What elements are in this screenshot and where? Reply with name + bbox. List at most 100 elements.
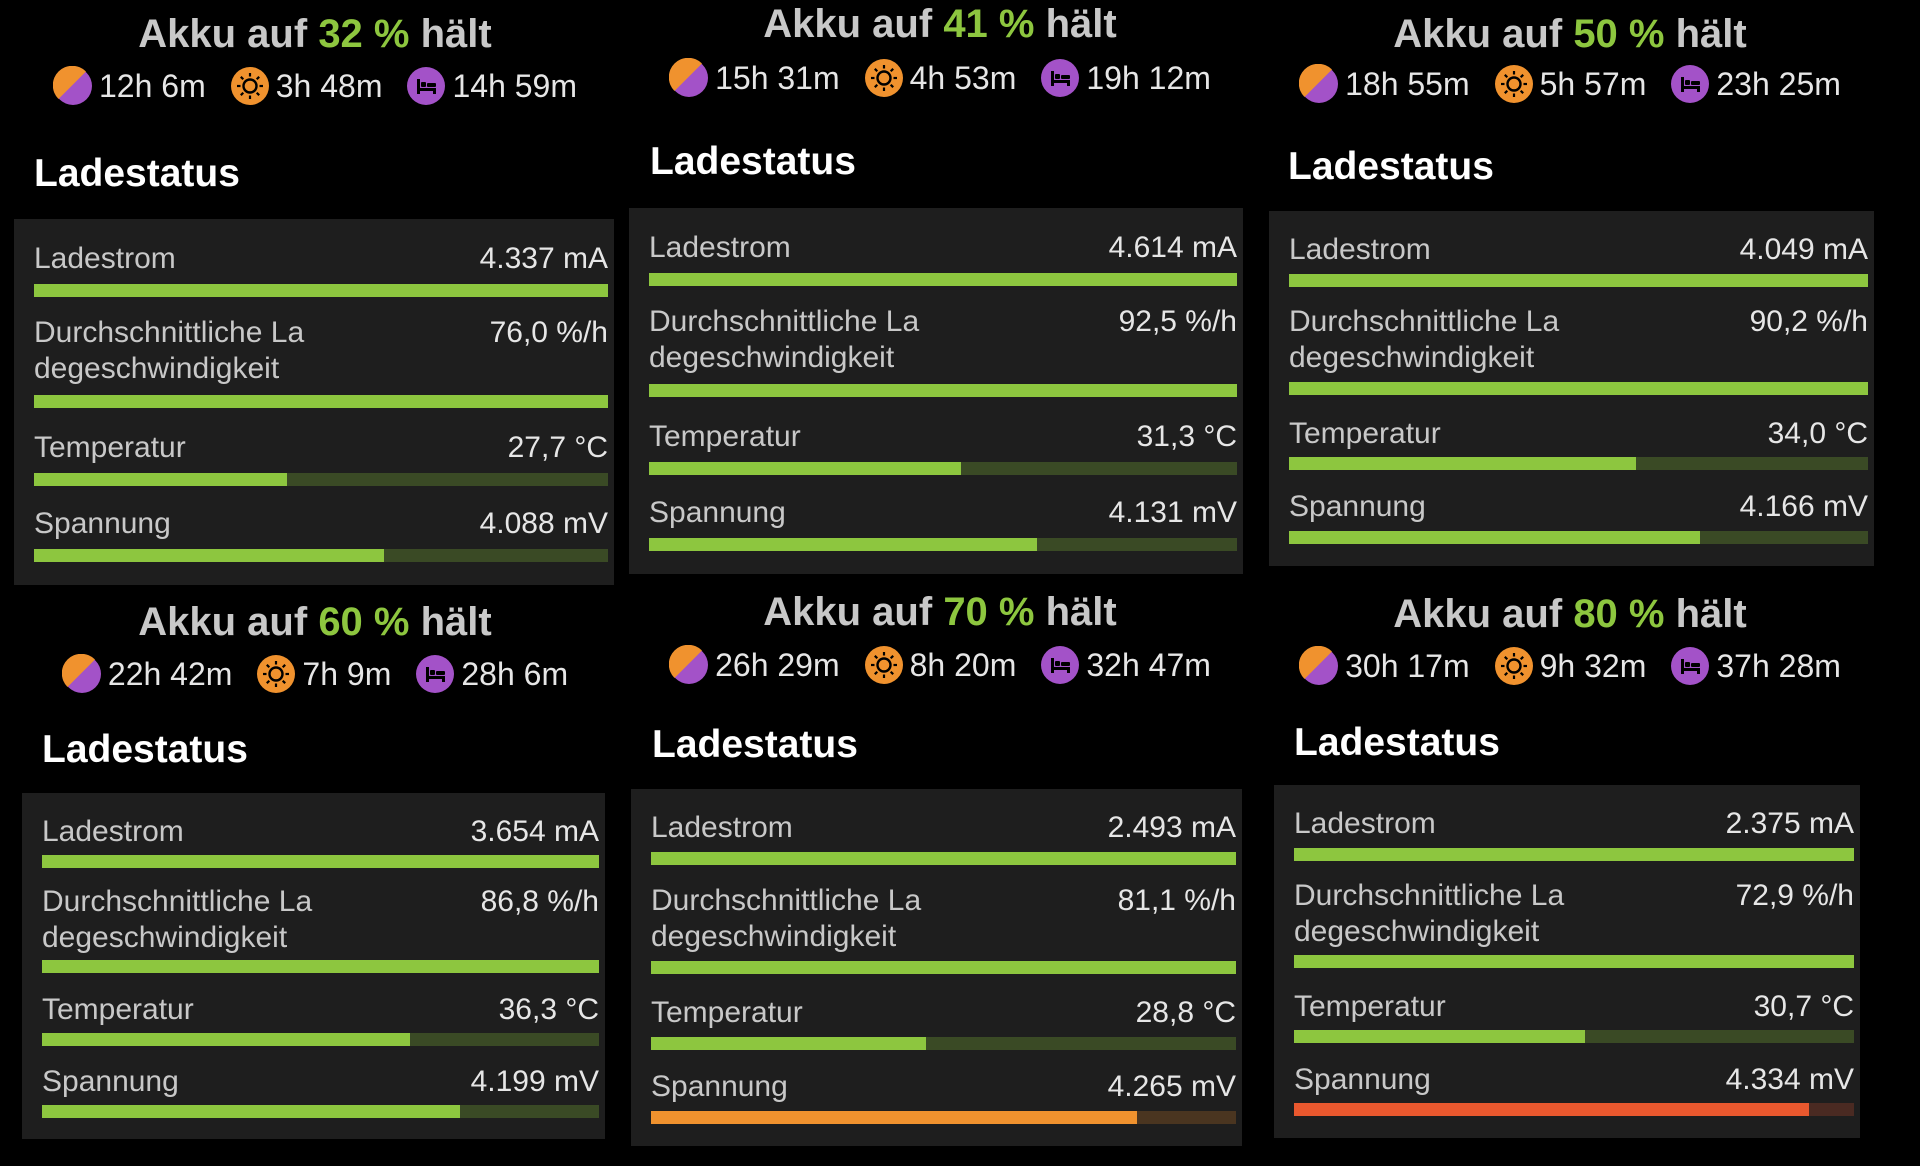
title-prefix: Akku auf [763, 2, 933, 46]
bed-icon [1040, 58, 1086, 98]
row-value: 72,9 %/h [1735, 878, 1854, 912]
charge-status-card: Ladestrom 2.375 mA Durchschnittliche La de… [1274, 785, 1860, 1138]
row-label: Ladestrom [1289, 233, 1431, 267]
row-label: Temperatur [651, 995, 803, 1029]
runtime-stats: 12h 6m 3h 48m 14h 59m [0, 66, 630, 114]
runtime-value: 9h 32m [1539, 647, 1647, 684]
status-row: Ladestrom 2.375 mA [1294, 806, 1854, 862]
sun-icon [864, 645, 910, 685]
runtime-stats: 15h 31m 4h 53m 19h 12m [620, 58, 1260, 106]
level-bar [42, 854, 599, 868]
level-bar [34, 473, 608, 486]
level-bar-fill [1289, 274, 1868, 288]
level-bar [651, 1036, 1236, 1050]
runtime-stat: 9h 32m [1494, 646, 1647, 686]
row-label: Spannung [651, 1069, 788, 1103]
section-heading: Ladestatus [650, 140, 856, 183]
panel-title: Akku auf 70 % hält [620, 590, 1260, 635]
status-row: Durchschnittliche La degeschwindigkeit 92… [649, 304, 1237, 397]
sun-moon-icon [669, 645, 715, 685]
level-bar-fill [42, 959, 599, 973]
level-bar [1289, 274, 1868, 288]
level-bar-fill [649, 462, 961, 475]
level-bar-fill [34, 549, 385, 562]
title-prefix: Akku auf [1393, 12, 1563, 56]
row-value: 4.088 mV [479, 507, 608, 540]
runtime-value: 37h 28m [1716, 647, 1841, 684]
row-value: 30,7 °C [1753, 989, 1854, 1023]
title-suffix: hält [1675, 592, 1747, 636]
runtime-stats: 18h 55m 5h 57m 23h 25m [1260, 64, 1880, 112]
row-label: Temperatur [1289, 416, 1441, 450]
level-bar-fill [1289, 381, 1868, 395]
row-label: Temperatur [1294, 989, 1446, 1023]
status-row: Temperatur 28,8 °C [651, 995, 1236, 1051]
status-row: Durchschnittliche La degeschwindigkeit 81… [651, 883, 1236, 974]
runtime-value: 19h 12m [1086, 59, 1211, 96]
section-heading: Ladestatus [1288, 145, 1494, 188]
row-label: Ladestrom [651, 811, 793, 845]
row-value: 34,0 °C [1767, 416, 1868, 450]
runtime-value: 22h 42m [107, 655, 233, 692]
battery-panel: Akku auf 60 % hält 22h 42m 7h 9m 28h 6m Lade… [0, 580, 630, 1165]
level-bar-fill [649, 273, 1237, 286]
sun-icon [1494, 64, 1540, 104]
runtime-stat: 26h 29m [669, 645, 840, 685]
title-suffix: hält [1675, 12, 1747, 56]
row-label: Durchschnittliche La degeschwindigkeit [649, 305, 920, 374]
row-value: 76,0 %/h [489, 316, 608, 349]
level-bar [649, 538, 1237, 551]
level-bar-fill [42, 1105, 460, 1119]
row-label: Spannung [1294, 1062, 1431, 1096]
row-value: 27,7 °C [507, 431, 608, 464]
title-suffix: hält [1045, 2, 1117, 46]
status-row: Durchschnittliche La degeschwindigkeit 90… [1289, 304, 1868, 395]
runtime-stat: 14h 59m [406, 66, 577, 106]
level-bar-fill [651, 1036, 926, 1050]
level-bar [1289, 457, 1868, 471]
panel-title: Akku auf 50 % hält [1260, 12, 1880, 57]
level-bar [42, 959, 599, 973]
runtime-stat: 23h 25m [1670, 64, 1841, 104]
level-bar-fill [42, 854, 599, 868]
runtime-value: 30h 17m [1345, 647, 1470, 684]
level-bar-fill [649, 538, 1038, 551]
row-value: 2.493 mA [1107, 811, 1236, 845]
row-label: Spannung [34, 507, 171, 540]
status-row: Ladestrom 3.654 mA [42, 814, 599, 870]
panel-title: Akku auf 41 % hält [620, 2, 1260, 47]
runtime-value: 23h 25m [1716, 65, 1841, 102]
level-bar-fill [1294, 1103, 1810, 1117]
panel-title: Akku auf 60 % hält [0, 600, 630, 645]
row-value: 4.334 mV [1725, 1062, 1854, 1096]
status-row: Ladestrom 4.049 mA [1289, 232, 1868, 288]
sun-icon [864, 58, 910, 98]
runtime-value: 5h 57m [1539, 65, 1647, 102]
level-bar [1294, 954, 1854, 968]
charge-status-card: Ladestrom 3.654 mA Durchschnittliche La de… [22, 793, 605, 1139]
sun-moon-icon [61, 654, 108, 694]
level-bar [42, 1105, 599, 1119]
status-row: Temperatur 36,3 °C [42, 992, 599, 1048]
runtime-stat: 22h 42m [61, 654, 233, 694]
title-suffix: hält [420, 600, 492, 644]
status-row: Durchschnittliche La degeschwindigkeit 76… [34, 315, 608, 408]
charge-status-card: Ladestrom 2.493 mA Durchschnittliche La de… [631, 789, 1242, 1146]
runtime-value: 12h 6m [99, 67, 206, 104]
level-bar [1294, 1103, 1854, 1117]
row-value: 4.131 mV [1108, 496, 1237, 529]
row-label: Temperatur [42, 993, 194, 1027]
status-row: Durchschnittliche La degeschwindigkeit 72… [1294, 878, 1854, 968]
row-value: 4.265 mV [1107, 1069, 1236, 1103]
status-row: Ladestrom 4.337 mA [34, 241, 608, 297]
level-bar-fill [651, 960, 1236, 974]
row-label: Ladestrom [649, 231, 791, 264]
battery-panel: Akku auf 32 % hält 12h 6m 3h 48m 14h 59m Lad… [0, 0, 630, 585]
level-bar [1289, 381, 1868, 395]
level-bar [34, 395, 608, 408]
runtime-value: 28h 6m [461, 655, 569, 692]
level-bar [1294, 1030, 1854, 1044]
row-label: Ladestrom [34, 242, 176, 275]
battery-percent: 32 % [318, 12, 410, 56]
section-heading: Ladestatus [1294, 721, 1500, 764]
